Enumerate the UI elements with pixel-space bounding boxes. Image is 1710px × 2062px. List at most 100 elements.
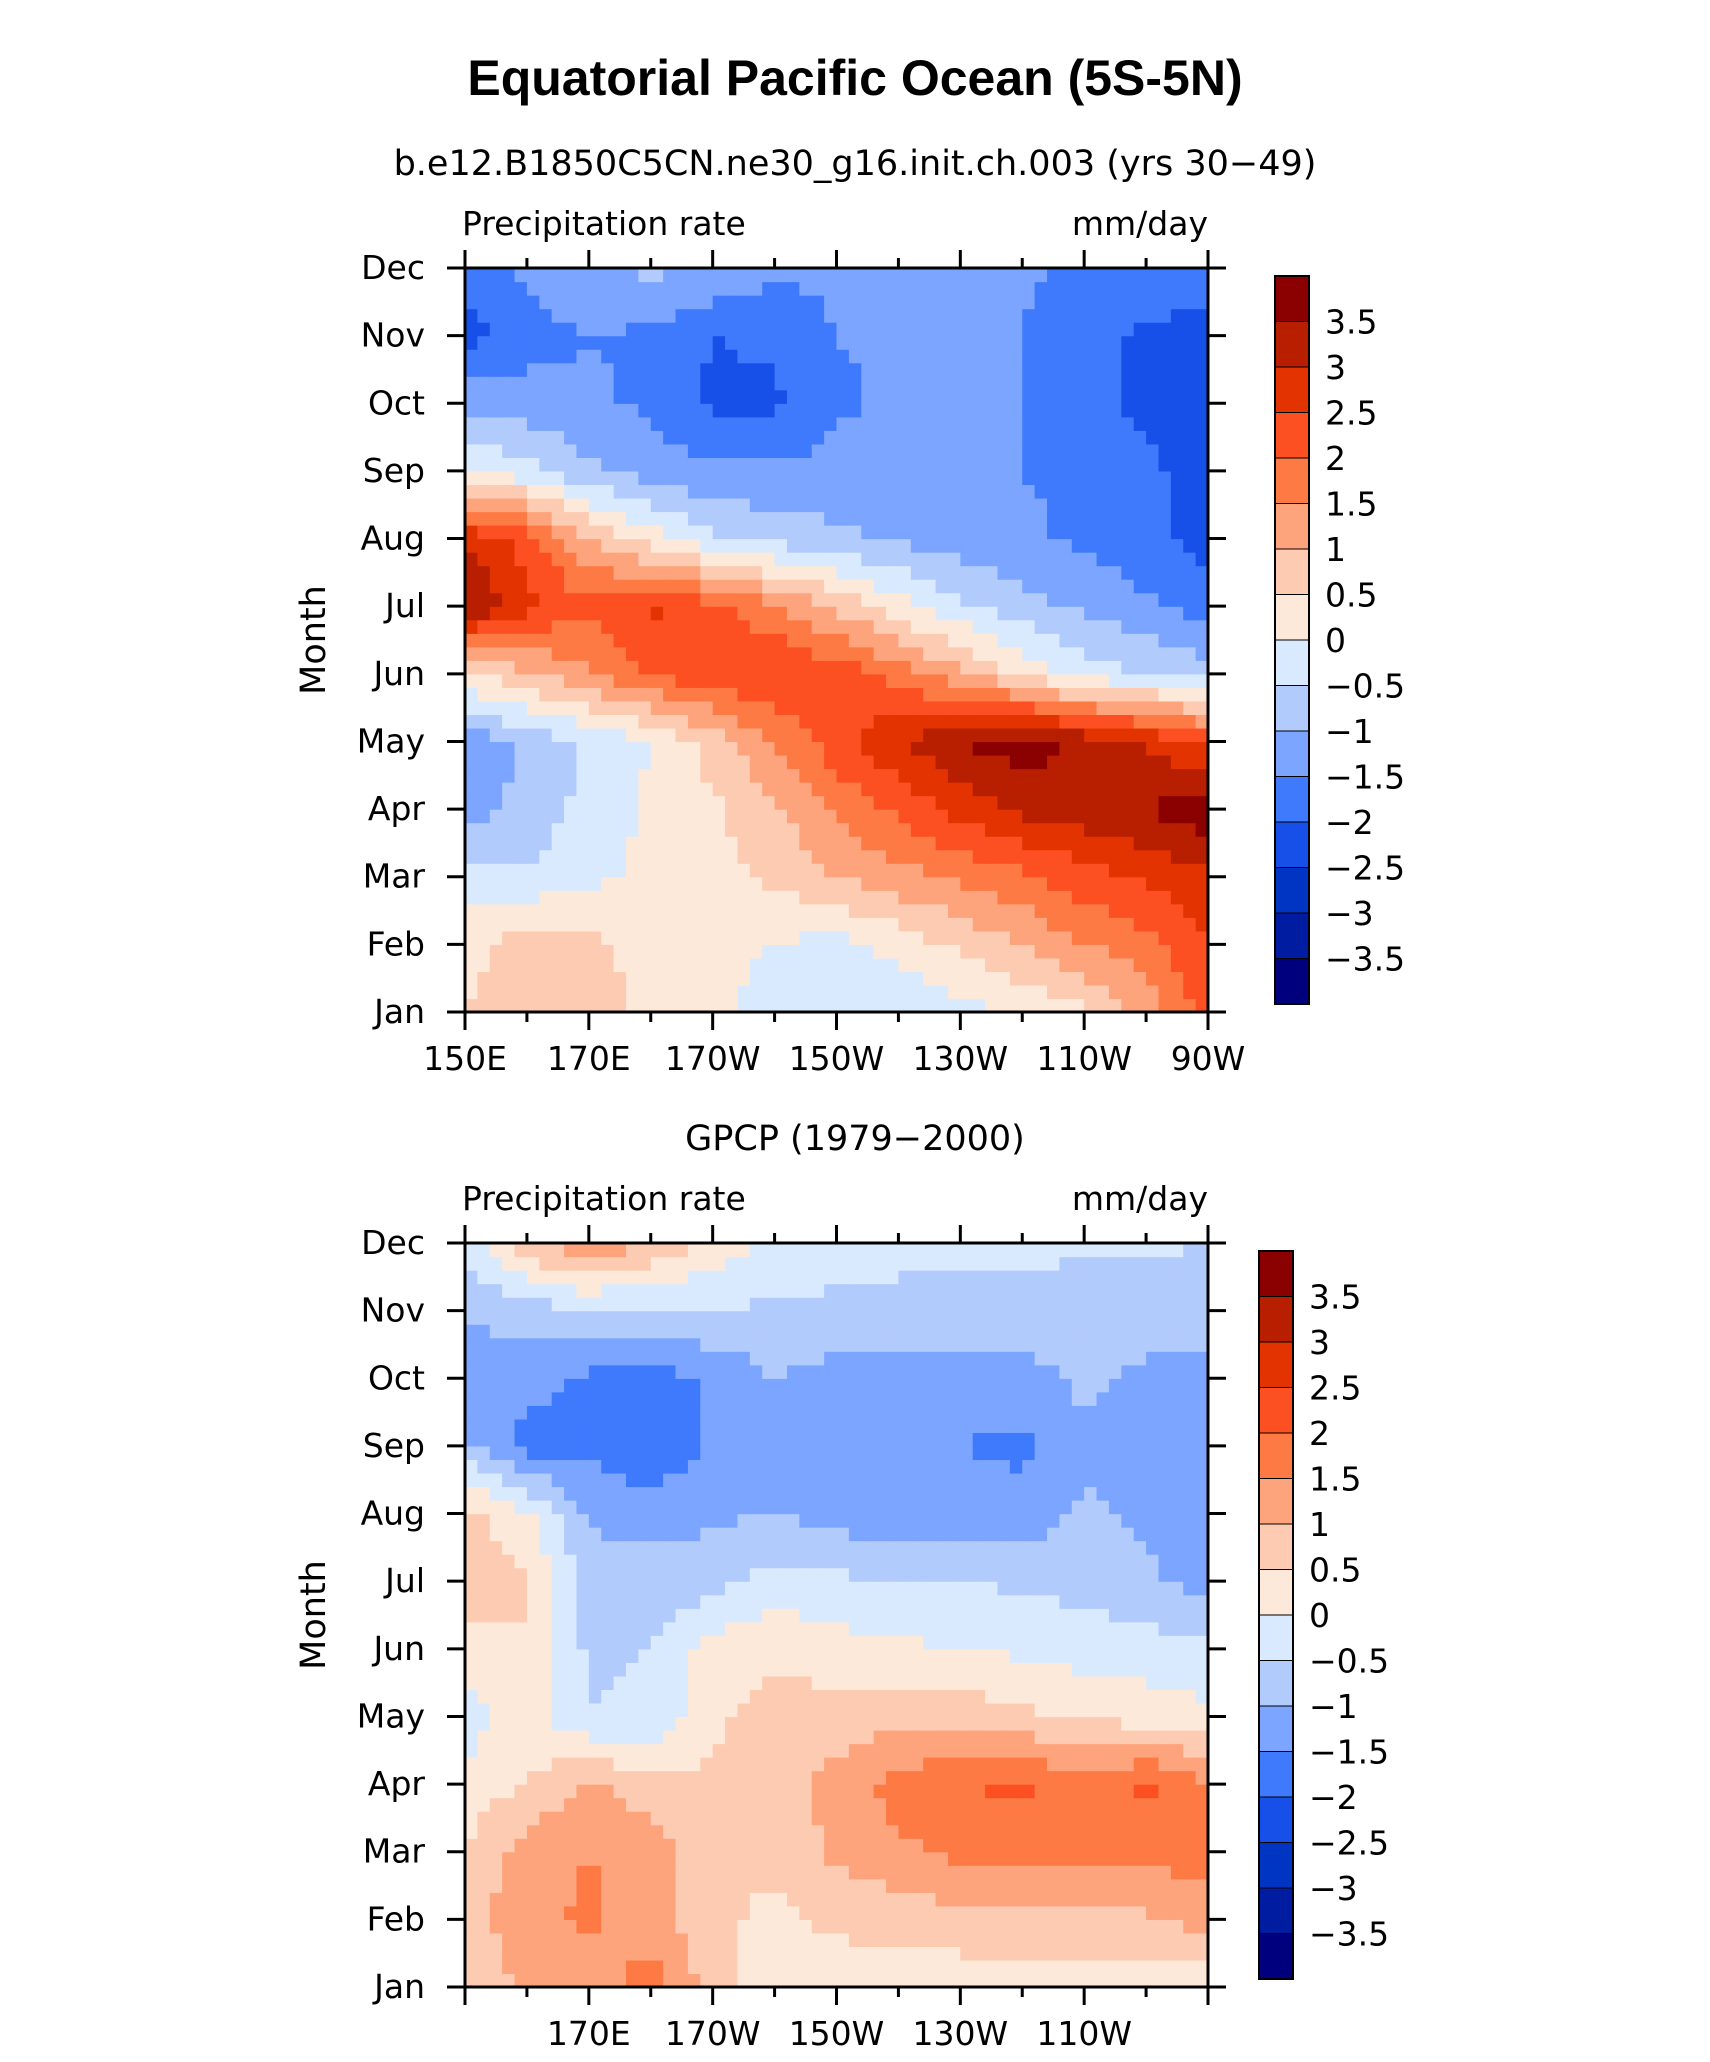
heat-cell [551,673,565,688]
heat-cell [985,403,999,418]
heat-cell [923,646,937,661]
heat-cell [972,1905,986,1920]
heat-cell [886,687,900,702]
heat-cell [551,389,565,404]
heat-cell [625,768,639,783]
heat-cell [972,876,986,891]
heat-cell [588,1729,602,1745]
heat-cell [873,1743,887,1758]
heat-cell [1195,1675,1209,1690]
heat-cell [1170,308,1184,323]
heat-cell [1133,295,1147,310]
heat-cell [960,1811,974,1826]
heat-cell [997,497,1011,513]
heat-cell [1183,890,1197,905]
heat-cell [576,673,590,688]
heat-cell [836,1675,850,1690]
heat-cell [947,1811,961,1826]
heat-cell [625,538,639,553]
heat-cell [625,673,639,688]
heat-cell [1047,606,1060,621]
heat-cell [601,606,615,621]
heat-cell [1047,1675,1060,1690]
heat-cell [1034,376,1048,391]
heat-cell [1183,552,1197,567]
heat-cell [1059,1878,1073,1893]
heat-cell [465,606,478,621]
heat-cell [1009,930,1023,945]
heat-cell [588,538,602,553]
heat-cell [861,1675,875,1690]
heat-cell [588,403,602,418]
heat-cell [1195,1743,1209,1758]
heat-cell [1009,1905,1023,1920]
heat-cell [650,376,664,391]
heat-cell [489,633,503,648]
heat-cell [749,484,763,499]
heat-cell [625,782,639,797]
heat-cell [923,809,937,824]
heat-cell [601,944,615,959]
heat-cell [1022,565,1036,580]
heat-cell [737,714,751,729]
heat-cell [1084,795,1098,810]
heat-cell [762,673,776,688]
heat-cell [848,944,862,959]
heat-cell [972,727,986,743]
heat-cell [1034,268,1048,283]
heat-cell [749,403,763,418]
heat-cell [774,606,788,621]
heat-cell [1133,1892,1147,1907]
heat-cell [985,714,999,729]
heat-cell [712,579,726,594]
heat-cell [1047,1905,1060,1920]
heat-cell [1183,1662,1197,1677]
heat-cell [1146,1905,1160,1920]
heat-cell [947,1919,961,1934]
heat-cell [576,362,590,377]
heat-cell [675,619,689,634]
heat-cell [502,416,516,431]
heat-cell [1084,754,1098,770]
heat-cell [564,930,578,945]
heat-cell [749,1851,763,1866]
heat-cell [564,349,578,364]
heat-cell [836,836,850,851]
heat-cell [1195,484,1209,499]
heat-cell [650,606,664,621]
heat-cell [886,984,900,1000]
heat-cell [799,809,813,824]
heat-cell [588,998,602,1013]
heat-cell [526,552,540,567]
heat-cell [1121,389,1135,404]
heat-cell [712,389,726,404]
heat-cell [601,673,615,688]
heat-cell [737,416,751,431]
heat-cell [625,863,639,878]
heat-cell [712,1757,726,1772]
heat-cell [1096,376,1110,391]
heat-cell [700,998,714,1013]
heat-cell [1121,984,1135,1000]
heat-cell [935,1932,949,1948]
heat-cell [1158,1959,1172,1975]
heat-cell [811,268,825,283]
heat-cell [725,1716,739,1731]
heat-cell [910,606,924,621]
heat-cell [1096,768,1110,783]
heat-cell [1121,863,1135,878]
heat-cell [873,1932,887,1948]
heat-cell [923,1865,937,1880]
heat-cell [923,1757,937,1772]
heat-cell [762,1689,776,1704]
heat-cell [985,1959,999,1975]
heat-cell [811,1865,825,1880]
heat-cell [601,511,615,526]
heat-cell [687,484,701,499]
heat-cell [638,795,652,810]
heat-cell [1183,484,1197,499]
heat-cell [1022,633,1036,648]
heat-cell [489,944,503,959]
heat-cell [1047,592,1060,607]
heat-cell [1195,633,1209,648]
